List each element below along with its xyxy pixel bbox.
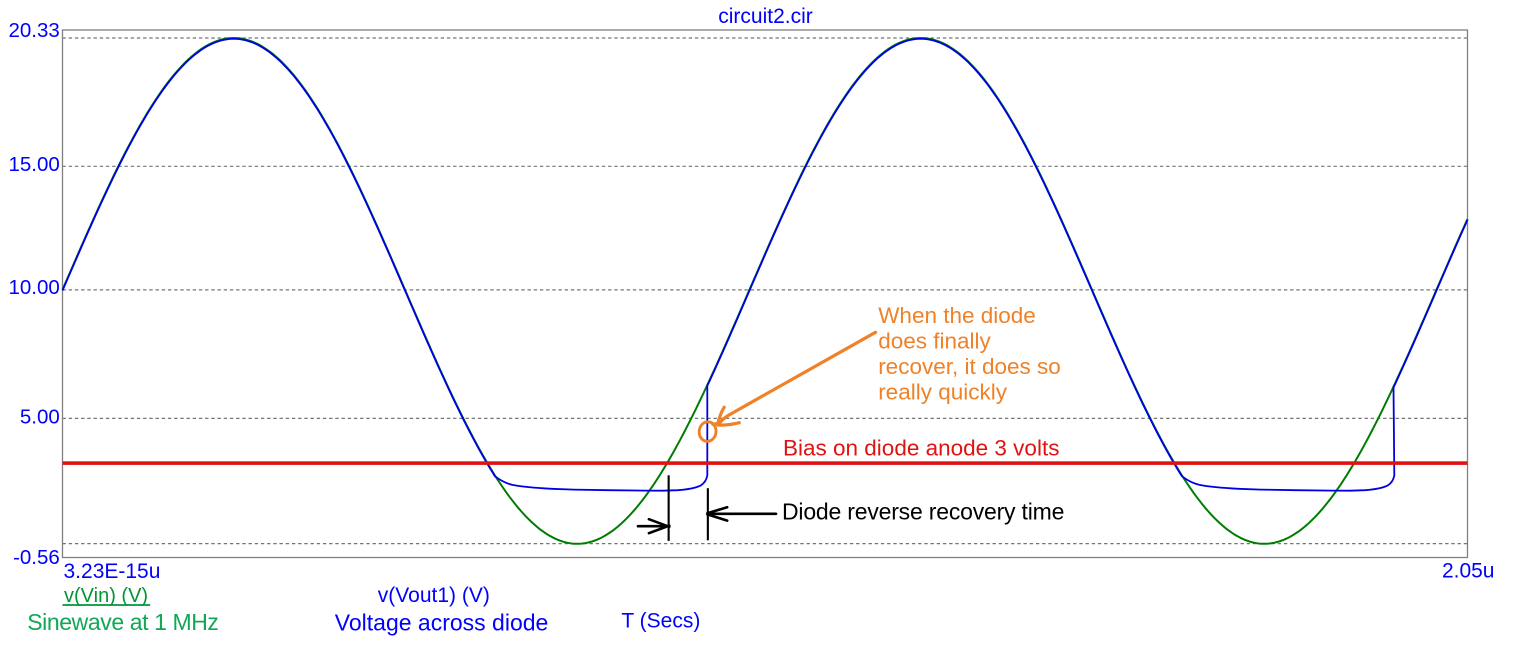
svg-text:10.00: 10.00 bbox=[8, 276, 59, 299]
svg-text:v(Vin) (V): v(Vin) (V) bbox=[64, 585, 148, 607]
svg-text:15.00: 15.00 bbox=[8, 153, 59, 176]
svg-text:Voltage across diode: Voltage across diode bbox=[335, 609, 549, 635]
svg-text:20.33: 20.33 bbox=[8, 19, 59, 42]
svg-text:Bias on diode anode 3 volts: Bias on diode anode 3 volts bbox=[783, 436, 1059, 461]
svg-text:T (Secs): T (Secs) bbox=[621, 610, 700, 633]
svg-text:Sinewave at 1 MHz: Sinewave at 1 MHz bbox=[27, 609, 218, 635]
svg-text:v(Vout1) (V): v(Vout1) (V) bbox=[378, 584, 490, 607]
svg-text:really quickly: really quickly bbox=[878, 380, 1008, 405]
svg-text:Diode reverse recovery time: Diode reverse recovery time bbox=[782, 499, 1064, 525]
svg-text:2.05u: 2.05u bbox=[1442, 560, 1495, 583]
svg-text:does finally: does finally bbox=[878, 329, 991, 354]
svg-text:-0.56: -0.56 bbox=[13, 546, 60, 569]
svg-text:recover, it does so: recover, it does so bbox=[878, 354, 1061, 379]
svg-text:When the diode: When the diode bbox=[878, 303, 1036, 328]
svg-text:5.00: 5.00 bbox=[20, 405, 60, 428]
svg-text:circuit2.cir: circuit2.cir bbox=[718, 5, 813, 28]
svg-text:3.23E-15u: 3.23E-15u bbox=[64, 560, 161, 583]
